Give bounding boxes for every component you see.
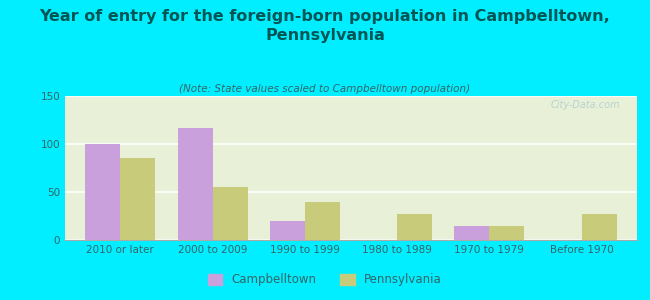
Bar — [213, 187, 248, 240]
Bar — [120, 158, 155, 240]
Bar — [85, 144, 120, 240]
Bar — [489, 226, 525, 240]
Bar — [582, 214, 617, 240]
Bar — [397, 214, 432, 240]
Bar — [305, 202, 340, 240]
Bar — [454, 226, 489, 240]
Bar — [177, 128, 213, 240]
Bar — [270, 221, 305, 240]
Text: City-Data.com: City-Data.com — [550, 100, 620, 110]
Text: (Note: State values scaled to Campbelltown population): (Note: State values scaled to Campbellto… — [179, 84, 471, 94]
Legend: Campbelltown, Pennsylvania: Campbelltown, Pennsylvania — [203, 269, 447, 291]
Text: Year of entry for the foreign-born population in Campbelltown,
Pennsylvania: Year of entry for the foreign-born popul… — [40, 9, 610, 43]
